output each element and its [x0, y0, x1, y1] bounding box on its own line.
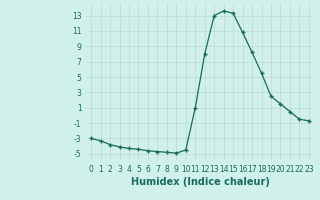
X-axis label: Humidex (Indice chaleur): Humidex (Indice chaleur) [131, 177, 269, 187]
